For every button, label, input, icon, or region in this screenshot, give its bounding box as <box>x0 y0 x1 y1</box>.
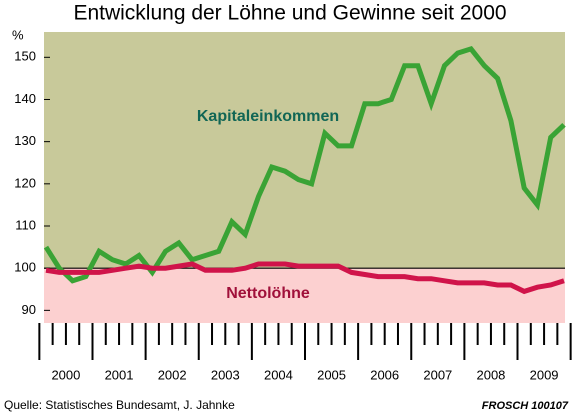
series-line <box>43 45 566 284</box>
x-tick-label: 2009 <box>530 367 559 382</box>
chart-title: Entwicklung der Löhne und Gewinne seit 2… <box>73 2 506 25</box>
y-tick-label: 130 <box>14 133 36 148</box>
y-tick-label: 140 <box>14 91 36 106</box>
y-tick-label: 100 <box>14 260 36 275</box>
y-tick-label: 90 <box>22 302 36 317</box>
series-label: Nettolöhne <box>226 285 310 302</box>
series-label: Kapitaleinkommen <box>197 108 339 125</box>
series-line <box>45 261 565 295</box>
x-tick-label: 2005 <box>317 367 346 382</box>
y-tick-label: 110 <box>15 217 36 232</box>
x-tick-label: 2000 <box>51 367 80 382</box>
x-tick-label: 2001 <box>105 367 134 382</box>
x-tick-label: 2002 <box>158 367 187 382</box>
lower-area <box>44 268 565 323</box>
x-tick-label: 2008 <box>476 367 505 382</box>
source: Quelle: Statistisches Bundesamt, J. Jahn… <box>4 398 235 412</box>
y-tick-label: 120 <box>14 175 36 190</box>
x-tick-label: 2004 <box>264 367 293 382</box>
x-tick-label: 2007 <box>423 367 452 382</box>
upper-area <box>44 32 565 269</box>
y-unit: % <box>12 27 24 42</box>
x-tick-label: 2006 <box>370 367 399 382</box>
x-tick-label: 2003 <box>211 367 240 382</box>
y-tick-label: 150 <box>14 49 36 64</box>
credit: FROSCH 100107 <box>482 400 569 412</box>
